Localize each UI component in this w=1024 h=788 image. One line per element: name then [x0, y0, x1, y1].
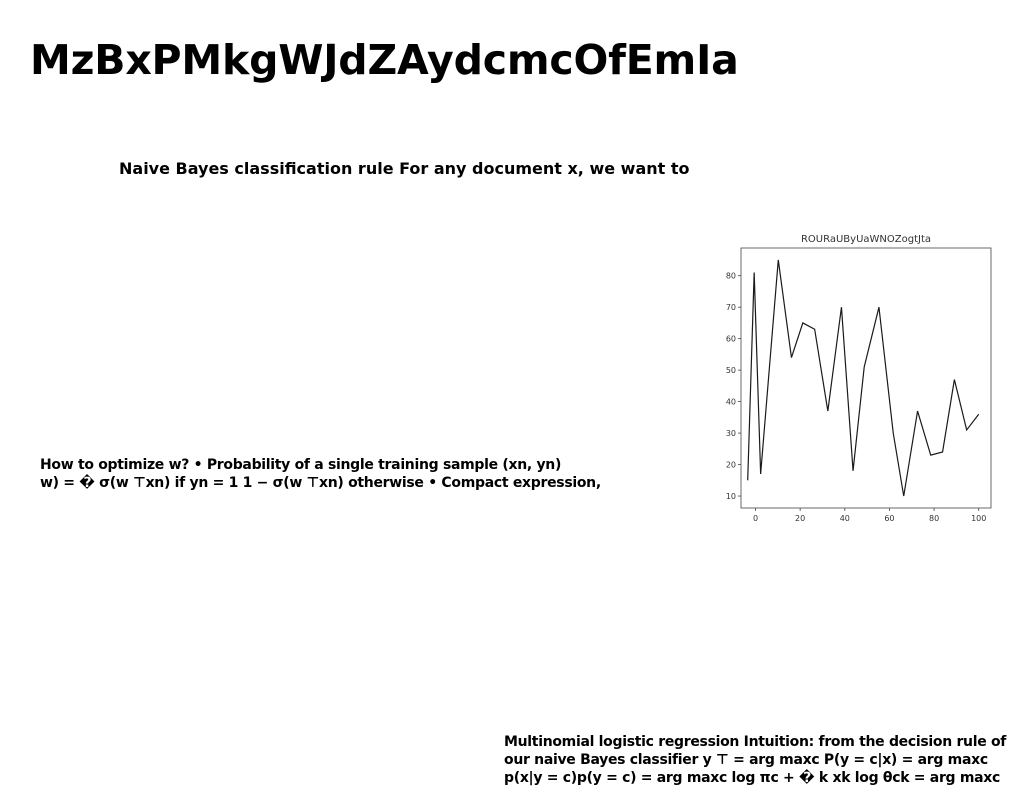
y-tick-label: 30 [726, 429, 736, 438]
line-chart: ROURaUByUaWNOZogtJta 10 20 30 40 50 60 70 80 0 20 4… [726, 234, 992, 523]
x-tick-label: 20 [795, 514, 805, 523]
slide-subtitle: Naive Bayes classification rule For any … [119, 159, 690, 178]
text-line: our naive Bayes classifier y ⊤ = arg max… [504, 752, 988, 768]
chart-title: ROURaUByUaWNOZogtJta [801, 234, 931, 245]
y-tick-label: 20 [726, 461, 736, 470]
x-tick-label: 0 [753, 514, 758, 523]
y-tick-label: 80 [726, 272, 736, 281]
text-line: p(x|y = c)p(y = c) = arg maxc log πc + �… [504, 770, 1001, 786]
y-tick-label: 10 [726, 492, 736, 501]
x-tick-label: 40 [840, 514, 850, 523]
plot-frame [740, 247, 992, 509]
x-tick-label: 80 [929, 514, 939, 523]
series-line [747, 259, 980, 497]
text-block-optimize: How to optimize w? • Probability of a si… [40, 456, 601, 492]
y-tick-label: 40 [726, 398, 736, 407]
y-tick-label: 60 [726, 335, 736, 344]
text-line: Multinomial logistic regression Intuitio… [504, 734, 1007, 750]
y-tick-label: 70 [726, 303, 736, 312]
x-tick-label: 60 [884, 514, 894, 523]
text-line: How to optimize w? • Probability of a si… [40, 457, 562, 473]
text-line: w) = � σ(w ⊤xn) if yn = 1 1 − σ(w ⊤xn) o… [40, 475, 601, 491]
x-tick-label: 100 [971, 514, 986, 523]
text-block-multinomial: Multinomial logistic regression Intuitio… [504, 733, 1006, 787]
page-title: MzBxPMkgWJdZAydcmcOfEmIa [30, 36, 739, 84]
y-tick-label: 50 [726, 366, 736, 375]
